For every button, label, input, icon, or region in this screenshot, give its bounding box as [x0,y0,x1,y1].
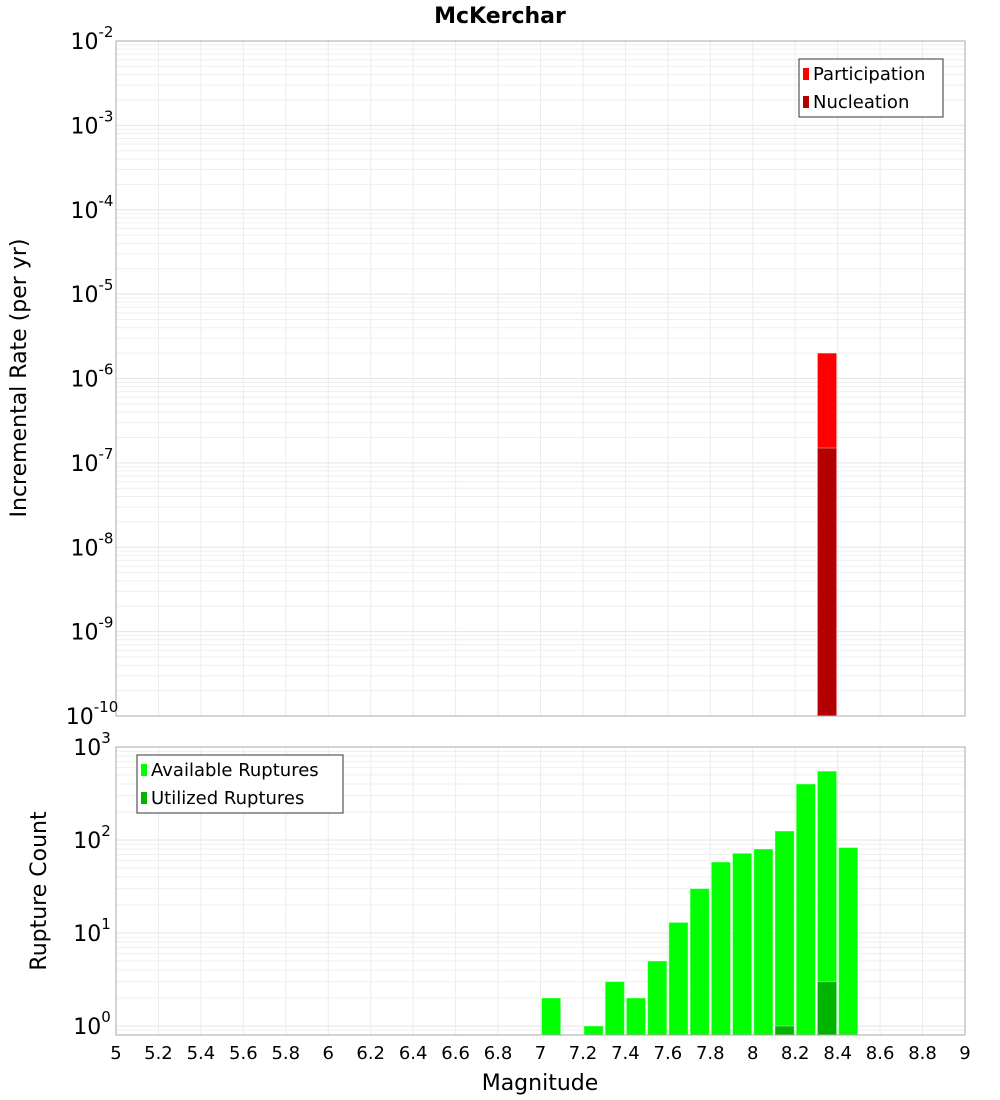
x-tick-label: 8.4 [823,1043,852,1064]
bar-available-ruptures [668,921,689,1036]
bottom-y-axis-label: Rupture Count [27,811,52,971]
legend-box [798,58,944,118]
bar-utilized-ruptures [774,1025,795,1036]
y-tick-label: 10-4 [71,192,114,224]
x-tick-label: 8.8 [908,1043,937,1064]
bar-available-ruptures [710,861,732,1036]
y-tick-label: 100 [73,1008,111,1040]
y-tick-label: 101 [73,915,111,947]
x-tick-label: 9 [959,1043,970,1064]
x-tick-label: 5 [110,1043,121,1064]
bar-nucleation [816,447,838,717]
y-tick-label: 10-2 [71,23,114,55]
bar-available-ruptures [753,848,774,1036]
x-tick-label: 6.6 [441,1043,470,1064]
x-tick-label: 6.8 [484,1043,513,1064]
y-tick-label: 103 [73,729,111,761]
top-y-axis-label: Incremental Rate (per yr) [7,239,32,518]
y-tick-label: 10-3 [71,107,114,139]
bar-available-ruptures [838,847,859,1036]
x-tick-label: 7.8 [696,1043,725,1064]
bar-available-ruptures [732,852,753,1036]
legend-swatch [141,764,147,776]
y-tick-label: 10-6 [71,361,114,393]
bar-available-ruptures [625,997,647,1036]
x-tick-label: 5.2 [144,1043,173,1064]
x-axis-label: Magnitude [482,1071,599,1096]
legend-label: Participation [813,64,925,85]
x-tick-label: 6.4 [399,1043,428,1064]
y-tick-label: 10-9 [71,614,114,646]
legend-label: Utilized Ruptures [151,788,304,809]
bar-available-ruptures [689,888,710,1036]
plot-area-1 [115,746,966,1036]
legend-swatch [803,68,809,80]
y-tick-label: 10-5 [71,276,114,308]
y-tick-label: 10-10 [66,698,119,730]
chart-title: McKerchar [434,4,566,29]
legend-label: Available Ruptures [151,760,319,781]
x-tick-label: 7.2 [569,1043,598,1064]
bar-available-ruptures [541,997,562,1036]
legend-label: Nucleation [813,92,909,113]
y-tick-label: 10-7 [71,445,114,477]
x-tick-label: 6 [323,1043,334,1064]
legend-swatch [141,792,147,804]
bar-available-ruptures [795,783,816,1036]
x-tick-label: 6.2 [356,1043,385,1064]
legend-swatch [803,96,809,108]
y-tick-label: 102 [73,822,111,854]
x-tick-label: 7 [535,1043,546,1064]
y-tick-label: 10-8 [71,529,114,561]
bar-available-ruptures [604,981,625,1036]
legend-box [136,754,344,814]
bar-available-ruptures [583,1025,604,1036]
x-tick-label: 8 [747,1043,758,1064]
x-tick-label: 5.6 [229,1043,258,1064]
x-tick-label: 5.4 [187,1043,216,1064]
bar-available-ruptures [647,960,668,1036]
x-tick-label: 8.2 [781,1043,810,1064]
x-tick-label: 7.6 [654,1043,683,1064]
x-tick-label: 7.4 [611,1043,640,1064]
x-tick-label: 5.8 [271,1043,300,1064]
plot-area-0 [115,40,966,717]
bar-utilized-ruptures [816,981,838,1036]
x-tick-label: 8.6 [866,1043,895,1064]
bar-available-ruptures [774,830,795,1036]
